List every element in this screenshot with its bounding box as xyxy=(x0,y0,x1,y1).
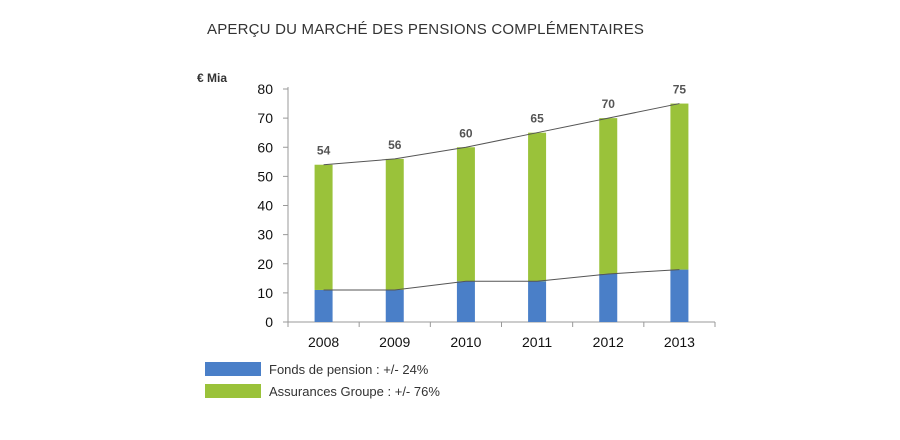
legend-item-pension-funds: Fonds de pension : +/- 24% xyxy=(205,358,440,380)
bar-group-insurance xyxy=(599,118,618,274)
x-tick-label: 2009 xyxy=(379,334,410,350)
x-tick-label: 2012 xyxy=(593,334,624,350)
legend: Fonds de pension : +/- 24% Assurances Gr… xyxy=(205,358,440,402)
y-tick-label: 0 xyxy=(265,314,273,330)
legend-item-group-insurance: Assurances Groupe : +/- 76% xyxy=(205,380,440,402)
x-tick-label: 2013 xyxy=(664,334,695,350)
bar-pension-funds xyxy=(314,289,333,322)
bar-pension-funds xyxy=(385,289,404,322)
pension-funds-trend-line xyxy=(323,269,680,291)
chart-title: APERÇU DU MARCHÉ DES PENSIONS COMPLÉMENT… xyxy=(207,21,644,38)
y-tick-label: 60 xyxy=(257,139,273,155)
data-labels: 54 56 60 65 70 75 xyxy=(317,83,687,158)
y-tick-label: 10 xyxy=(257,285,273,301)
bar-group-insurance xyxy=(528,132,547,282)
x-tick-label: 2010 xyxy=(450,334,481,350)
y-tick-label: 40 xyxy=(257,198,273,214)
bar-pension-funds xyxy=(670,269,689,322)
y-tick-label: 50 xyxy=(257,168,273,184)
bar-pension-funds xyxy=(599,273,618,322)
bar-group-insurance xyxy=(456,147,475,282)
legend-label-group-insurance: Assurances Groupe : +/- 76% xyxy=(269,383,440,399)
axes: 0 10 20 30 40 50 60 70 80 2008 2009 2010 2011 2012 201… xyxy=(257,81,716,350)
trend-lines xyxy=(323,103,680,291)
x-tick-label: 2008 xyxy=(308,334,339,350)
total-data-label: 60 xyxy=(459,126,473,140)
legend-swatch-group-insurance xyxy=(205,384,261,398)
bar-group-insurance xyxy=(314,164,333,290)
total-trend-line xyxy=(323,103,680,166)
bars xyxy=(314,103,689,322)
y-tick-label: 30 xyxy=(257,227,273,243)
y-unit-label: € Mia xyxy=(197,71,227,85)
bar-pension-funds xyxy=(456,281,475,322)
y-tick-label: 20 xyxy=(257,256,273,272)
bar-group-insurance xyxy=(385,158,404,290)
x-tick-label: 2011 xyxy=(522,334,552,350)
total-data-label: 75 xyxy=(673,83,687,97)
bar-group-insurance xyxy=(670,103,689,270)
total-data-label: 65 xyxy=(530,112,544,126)
legend-swatch-pension-funds xyxy=(205,362,261,376)
total-data-label: 56 xyxy=(388,138,402,152)
legend-label-pension-funds: Fonds de pension : +/- 24% xyxy=(269,361,429,377)
bar-pension-funds xyxy=(528,281,547,322)
y-tick-label: 70 xyxy=(257,110,273,126)
total-data-label: 70 xyxy=(602,97,616,111)
total-data-label: 54 xyxy=(317,144,331,158)
y-tick-label: 80 xyxy=(257,81,273,97)
